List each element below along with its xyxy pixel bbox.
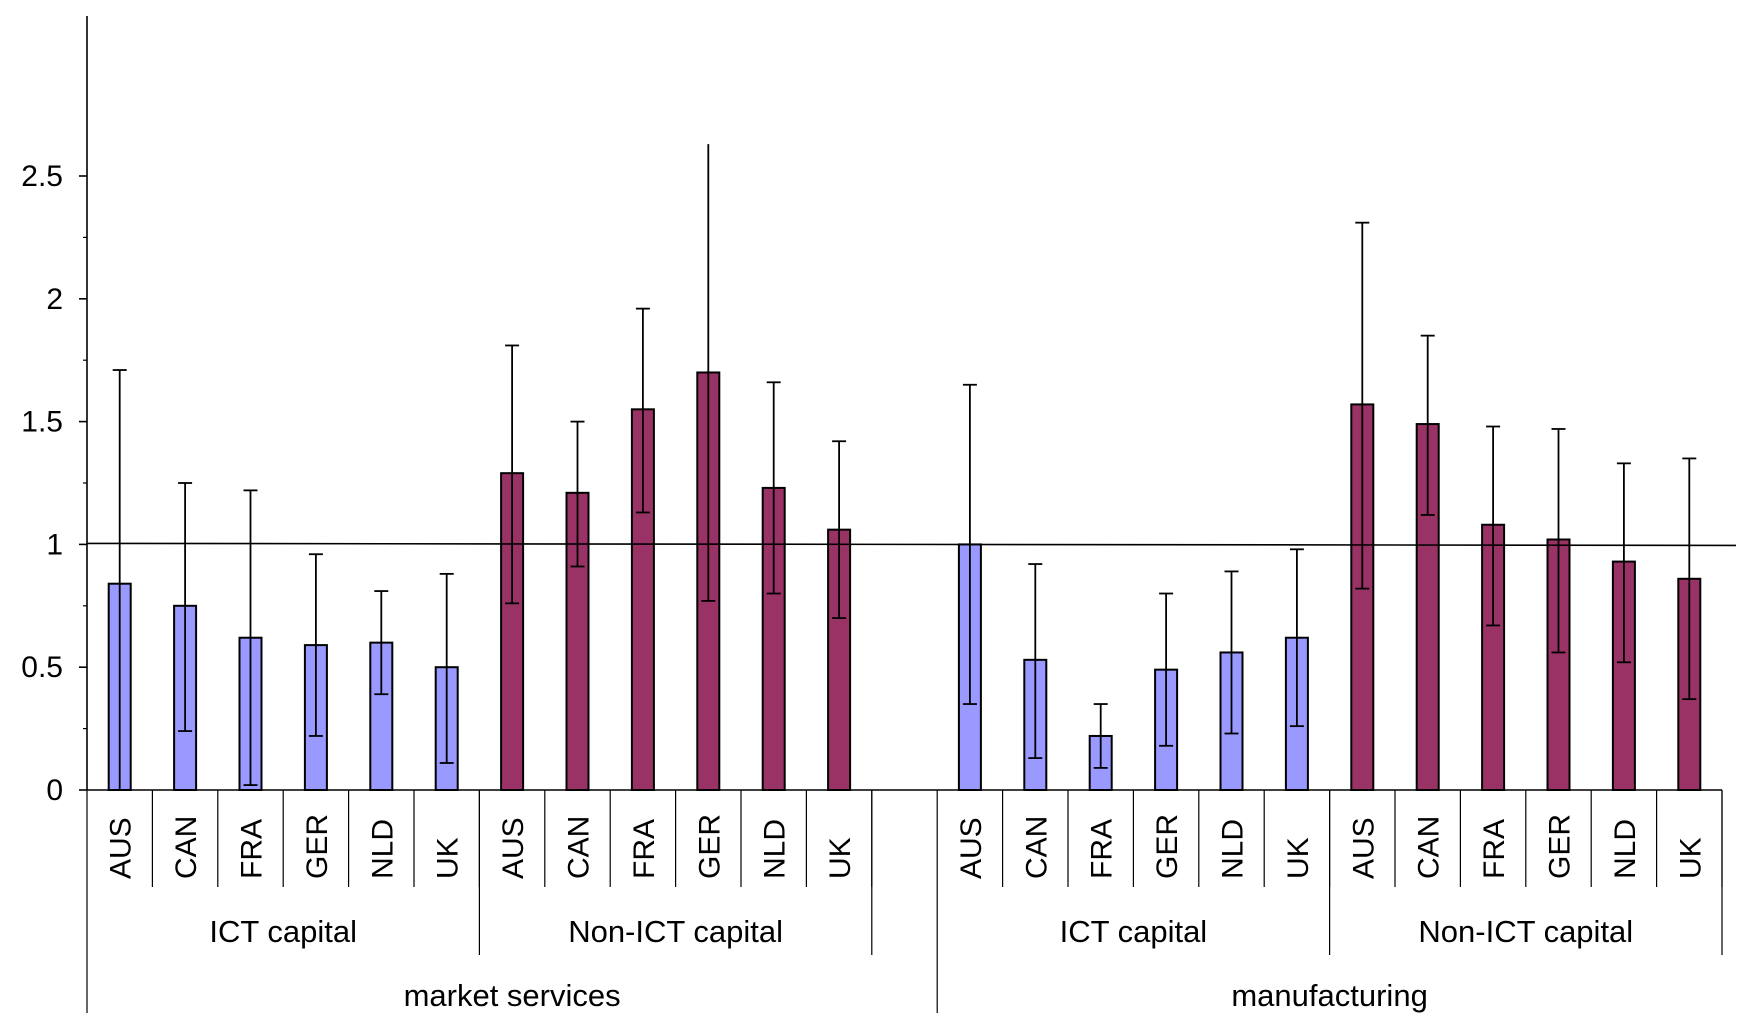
category-label: FRA — [1086, 819, 1119, 879]
category-label: NLD — [1217, 819, 1250, 879]
category-label: GER — [1544, 814, 1577, 879]
y-tick-label: 0.5 — [21, 651, 63, 684]
category-label: NLD — [1609, 819, 1642, 879]
category-label: GER — [1151, 814, 1184, 879]
category-label: UK — [824, 837, 857, 879]
category-label: FRA — [1478, 819, 1511, 879]
category-label: AUS — [1347, 817, 1380, 879]
axes-layer — [79, 16, 1723, 1013]
bars-layer — [107, 371, 1702, 792]
category-label: UK — [432, 837, 465, 879]
category-label: AUS — [105, 817, 138, 879]
group-label: Non-ICT capital — [568, 914, 783, 949]
y-tick-label: 2.5 — [21, 160, 63, 193]
category-label: AUS — [497, 817, 530, 879]
category-label: CAN — [170, 816, 203, 879]
category-label: UK — [1282, 837, 1315, 879]
category-label: FRA — [628, 819, 661, 879]
group-label: ICT capital — [1060, 914, 1208, 949]
category-label: CAN — [563, 816, 596, 879]
reference-line — [86, 542, 1737, 547]
y-tick-label: 0 — [46, 774, 63, 807]
group-label: Non-ICT capital — [1418, 914, 1633, 949]
section-label: market services — [404, 978, 621, 1013]
section-label: manufacturing — [1231, 978, 1427, 1013]
category-label: GER — [301, 814, 334, 879]
category-label: UK — [1674, 837, 1707, 879]
error-bars-layer — [112, 144, 1697, 791]
category-label: GER — [693, 814, 726, 879]
y-tick-label: 2 — [46, 283, 63, 316]
category-label: CAN — [1020, 816, 1053, 879]
category-label: NLD — [759, 819, 792, 879]
category-label: NLD — [366, 819, 399, 879]
y-tick-label: 1.5 — [21, 406, 63, 439]
category-label: AUS — [955, 817, 988, 879]
group-label: ICT capital — [209, 914, 357, 949]
reference-layer — [86, 542, 1737, 547]
category-label: CAN — [1413, 816, 1446, 879]
y-tick-label: 1 — [46, 528, 63, 561]
category-label: FRA — [236, 819, 269, 879]
labels-layer: 0 0.5 1 1.5 2 2.5 AUS CAN FRA GER NLD UK ICT capital… — [21, 160, 1707, 1013]
